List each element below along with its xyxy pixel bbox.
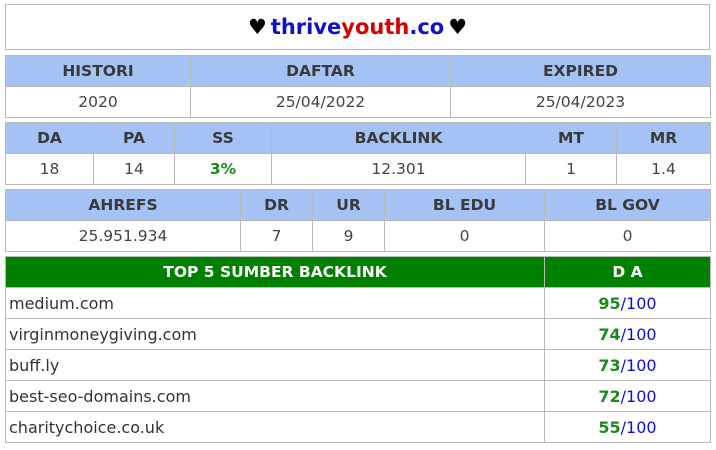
expired-value: 25/04/2023	[450, 86, 711, 118]
backlink-header: BACKLINK	[271, 122, 526, 154]
backlink-domain: charitychoice.co.uk	[5, 411, 545, 443]
table-row: charitychoice.co.uk 55/100	[5, 411, 711, 443]
backlink-domain: virginmoneygiving.com	[5, 318, 545, 350]
table-row: best-seo-domains.com 72/100	[5, 380, 711, 412]
da-header: DA	[5, 122, 94, 154]
backlink-domain: buff.ly	[5, 349, 545, 381]
bl-edu-header: BL EDU	[384, 189, 545, 221]
daftar-value: 25/04/2022	[190, 86, 451, 118]
backlink-domain: best-seo-domains.com	[5, 380, 545, 412]
metrics-table-wrap: DA PA SS BACKLINK MT MR 18 14 3% 12.301 …	[5, 122, 711, 185]
ahrefs-table-wrap: AHREFS DR UR BL EDU BL GOV 25.951.934 7 …	[5, 189, 711, 252]
ahrefs-value: 25.951.934	[5, 220, 241, 252]
ahrefs-table: AHREFS DR UR BL EDU BL GOV 25.951.934 7 …	[5, 189, 711, 252]
dr-value: 7	[240, 220, 313, 252]
heart-icon: ♥	[448, 15, 468, 39]
ur-value: 9	[312, 220, 385, 252]
backlink-da: 74/100	[544, 318, 711, 350]
dr-header: DR	[240, 189, 313, 221]
heart-icon: ♥	[247, 15, 267, 39]
bl-edu-value: 0	[384, 220, 545, 252]
expired-header: EXPIRED	[450, 55, 711, 87]
pa-value: 14	[93, 153, 175, 185]
bl-gov-value: 0	[544, 220, 711, 252]
ss-header: SS	[174, 122, 272, 154]
bl-gov-header: BL GOV	[544, 189, 711, 221]
table-row: virginmoneygiving.com 74/100	[5, 318, 711, 350]
da-column-header: D A	[544, 256, 711, 288]
top-backlink-header: TOP 5 SUMBER BACKLINK	[5, 256, 545, 288]
table-row: medium.com 95/100	[5, 287, 711, 319]
backlink-da: 72/100	[544, 380, 711, 412]
backlink-domain: medium.com	[5, 287, 545, 319]
mr-value: 1.4	[616, 153, 711, 185]
backlinks-table-wrap: TOP 5 SUMBER BACKLINK D A medium.com 95/…	[5, 256, 711, 443]
history-table: HISTORI DAFTAR EXPIRED 2020 25/04/2022 2…	[5, 55, 711, 118]
backlink-da: 55/100	[544, 411, 711, 443]
backlink-value: 12.301	[271, 153, 526, 185]
ahrefs-header: AHREFS	[5, 189, 241, 221]
da-value: 18	[5, 153, 94, 185]
domain-name: thriveyouth.co	[270, 15, 445, 39]
mt-value: 1	[525, 153, 617, 185]
backlink-da: 73/100	[544, 349, 711, 381]
histori-header: HISTORI	[5, 55, 191, 87]
ss-value: 3%	[174, 153, 272, 185]
daftar-header: DAFTAR	[190, 55, 451, 87]
backlink-da: 95/100	[544, 287, 711, 319]
mr-header: MR	[616, 122, 711, 154]
backlinks-table: TOP 5 SUMBER BACKLINK D A medium.com 95/…	[5, 256, 711, 443]
history-table-wrap: HISTORI DAFTAR EXPIRED 2020 25/04/2022 2…	[5, 55, 711, 118]
mt-header: MT	[525, 122, 617, 154]
metrics-table: DA PA SS BACKLINK MT MR 18 14 3% 12.301 …	[5, 122, 711, 185]
domain-title: ♥ thriveyouth.co ♥	[5, 4, 710, 50]
ur-header: UR	[312, 189, 385, 221]
histori-value: 2020	[5, 86, 191, 118]
pa-header: PA	[93, 122, 175, 154]
table-row: buff.ly 73/100	[5, 349, 711, 381]
